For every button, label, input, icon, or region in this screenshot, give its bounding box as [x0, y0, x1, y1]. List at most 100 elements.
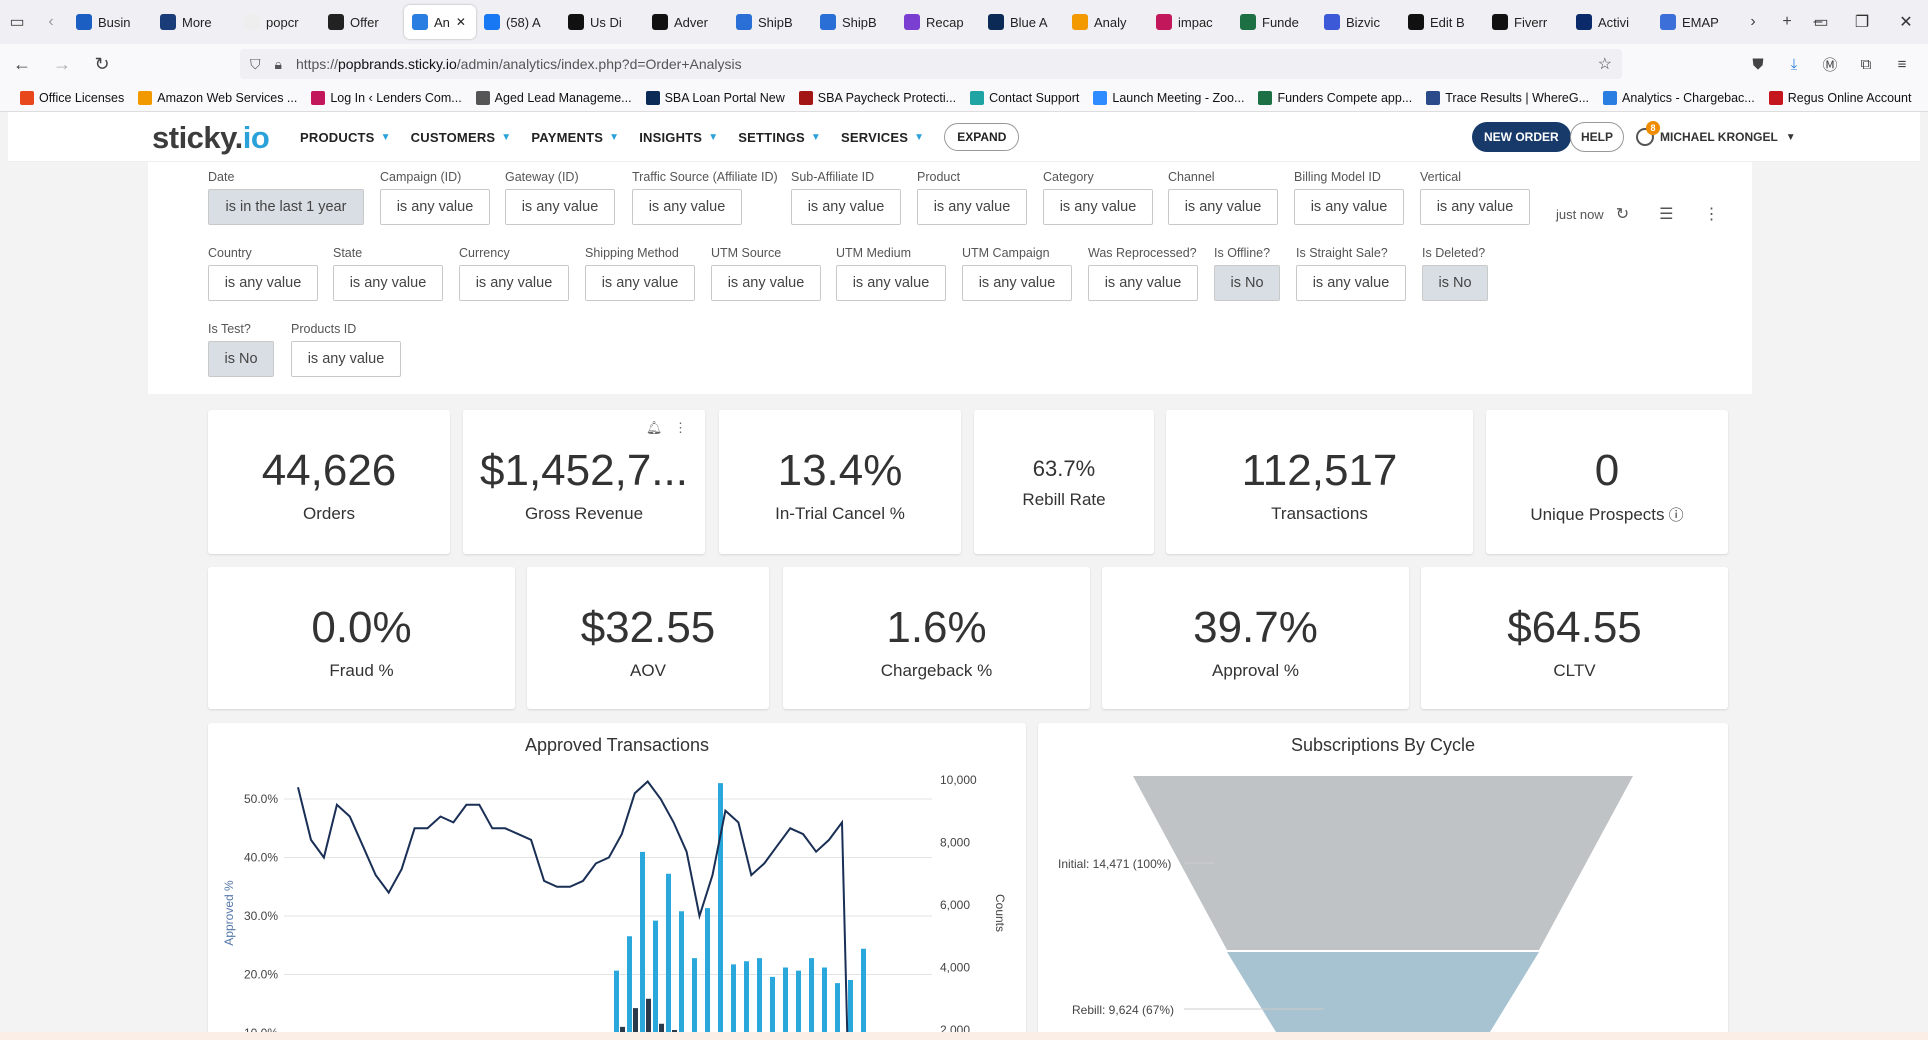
filter-value-button[interactable]: is any value [505, 189, 615, 225]
bookmark-item[interactable]: Aged Lead Manageme... [475, 90, 632, 105]
browser-tab[interactable]: Adver [644, 5, 728, 39]
filter-value-button[interactable]: is any value [711, 265, 821, 301]
filter-value-button[interactable]: is any value [380, 189, 490, 225]
browser-tab[interactable]: Busin [68, 5, 152, 39]
filter-value-button[interactable]: is any value [208, 265, 318, 301]
filter-value-button[interactable]: is any value [1420, 189, 1530, 225]
pocket-icon[interactable]: ⛊ [1752, 55, 1764, 73]
filter-value-button[interactable]: is any value [1296, 265, 1406, 301]
bookmark-item[interactable]: SBA Loan Portal New [645, 90, 785, 105]
help-button[interactable]: HELP [1570, 122, 1625, 152]
filter-value-button[interactable]: is any value [459, 265, 569, 301]
browser-tab[interactable]: Analy [1064, 5, 1148, 39]
browser-tab[interactable]: Funde [1232, 5, 1316, 39]
kpi-card-chargeback[interactable]: 1.6% Chargeback % [783, 567, 1090, 709]
menu-item-settings[interactable]: SETTINGS ▼ [738, 130, 821, 145]
filter-value-button[interactable]: is any value [632, 189, 742, 225]
kpi-card-unique-prospects[interactable]: 0 Unique Prospects ⓘ [1486, 410, 1728, 554]
bookmark-item[interactable]: SBA Paycheck Protecti... [798, 90, 956, 105]
kpi-card-cltv[interactable]: $64.55 CLTV [1421, 567, 1728, 709]
browser-tab[interactable]: Edit B [1400, 5, 1484, 39]
bookmark-item[interactable]: Office Licenses [20, 90, 124, 105]
kpi-card-in-trial-cancel[interactable]: 13.4% In-Trial Cancel % [719, 410, 961, 554]
forward-icon[interactable]: → [53, 53, 71, 74]
back-icon[interactable]: ← [13, 53, 31, 74]
account-icon[interactable]: Ⓜ [1822, 56, 1838, 74]
expand-button[interactable]: EXPAND [944, 123, 1020, 151]
menu-item-products[interactable]: PRODUCTS ▼ [300, 130, 391, 145]
browser-tab[interactable]: ShipB [812, 5, 896, 39]
menu-item-customers[interactable]: CUSTOMERS ▼ [411, 130, 512, 145]
browser-tab[interactable]: impac [1148, 5, 1232, 39]
kpi-card-fraud[interactable]: 0.0% Fraud % [208, 567, 515, 709]
menu-item-services[interactable]: SERVICES ▼ [841, 130, 924, 145]
kpi-card-approval[interactable]: 39.7% Approval % [1102, 567, 1409, 709]
more-options-icon[interactable]: ⋮ [1703, 206, 1720, 223]
kpi-card-aov[interactable]: $32.55 AOV [527, 567, 769, 709]
menu-icon[interactable]: ≡ [1897, 55, 1907, 73]
kpi-card-transactions[interactable]: 112,517 Transactions [1166, 410, 1473, 554]
scroll-tabs-left-icon[interactable]: ‹ [48, 13, 54, 30]
filter-value-button[interactable]: is any value [333, 265, 443, 301]
browser-tab[interactable]: Activi [1568, 5, 1652, 39]
new-order-button[interactable]: NEW ORDER [1472, 122, 1571, 152]
info-icon[interactable]: ⓘ [1664, 507, 1684, 524]
bookmark-item[interactable]: Amazon Web Services ... [138, 90, 297, 105]
filter-value-button[interactable]: is any value [1168, 189, 1278, 225]
filter-value-button[interactable]: is any value [791, 189, 901, 225]
refresh-icon[interactable]: ↻ [1615, 206, 1630, 223]
browser-tab[interactable]: ShipB [728, 5, 812, 39]
filter-value-button[interactable]: is any value [962, 265, 1072, 301]
scroll-tabs-right-icon[interactable]: › [1750, 13, 1756, 30]
tab-list-icon[interactable]: ▭ [1813, 14, 1829, 31]
filter-value-button[interactable]: is No [1214, 265, 1280, 301]
reload-icon[interactable]: ↻ [94, 53, 110, 74]
menu-item-insights[interactable]: INSIGHTS ▼ [639, 130, 718, 145]
kpi-card-orders[interactable]: 44,626 Orders [208, 410, 450, 554]
browser-tab[interactable]: An ✕ [404, 5, 476, 39]
funnel-segment-initial[interactable] [1133, 776, 1633, 950]
bookmark-item[interactable]: Regus Online Account [1768, 90, 1911, 105]
bookmark-item[interactable]: Log In ‹ Lenders Com... [311, 90, 462, 105]
filter-value-button[interactable]: is any value [836, 265, 946, 301]
shield-icon[interactable]: ⛉ [250, 55, 261, 72]
browser-tab[interactable]: More [152, 5, 236, 39]
browser-tab[interactable]: Offer [320, 5, 404, 39]
filter-value-button[interactable]: is any value [291, 341, 401, 377]
filter-value-button[interactable]: is any value [585, 265, 695, 301]
close-tab-icon[interactable]: ✕ [455, 15, 466, 29]
filter-value-button[interactable]: is any value [1043, 189, 1153, 225]
address-bar[interactable]: ⛉ 🔒︎ https://popbrands.sticky.io/admin/a… [240, 49, 1622, 79]
filter-value-button[interactable]: is No [208, 341, 274, 377]
sticky-logo[interactable]: sticky.io [152, 120, 270, 156]
more-options-icon[interactable]: ⋮ [670, 420, 687, 435]
downloads-icon[interactable]: ⤓ [1790, 55, 1798, 73]
bookmark-item[interactable]: Analytics - Chargebac... [1603, 90, 1755, 105]
extensions-icon[interactable]: ⧉ [1860, 55, 1872, 73]
close-window-icon[interactable]: ✕ [1899, 14, 1913, 31]
bookmark-item[interactable]: Launch Meeting - Zoo... [1093, 90, 1244, 105]
browser-tab[interactable]: Recap [896, 5, 980, 39]
funnel-segment-rebill[interactable] [1227, 952, 1539, 1040]
kpi-card-rebill-rate[interactable]: 63.7% Rebill Rate [974, 410, 1154, 554]
filter-value-button[interactable]: is any value [1294, 189, 1404, 225]
bookmark-item[interactable]: Contact Support [970, 90, 1079, 105]
new-tab-icon[interactable]: + [1782, 13, 1792, 30]
restore-icon[interactable]: ❐ [1854, 14, 1870, 31]
browser-tab[interactable]: popcr [236, 5, 320, 39]
browser-tab[interactable]: Blue A [980, 5, 1064, 39]
minimize-icon[interactable]: – [1813, 13, 1823, 30]
filter-value-button[interactable]: is any value [1088, 265, 1198, 301]
browser-tab[interactable]: Bizvic [1316, 5, 1400, 39]
bookmark-star-icon[interactable]: ☆ [1597, 56, 1612, 73]
user-menu[interactable]: 8 MICHAEL KRONGEL ▼ [1636, 112, 1796, 162]
browser-tab[interactable]: EMAP [1652, 5, 1736, 39]
browser-tab[interactable]: Us Di [560, 5, 644, 39]
browser-tab[interactable]: Fiverr [1484, 5, 1568, 39]
kpi-card-gross-revenue[interactable]: $1,452,7... Gross Revenue 🔔︎ ⋮ [463, 410, 705, 554]
menu-item-payments[interactable]: PAYMENTS ▼ [531, 130, 619, 145]
filter-value-button[interactable]: is in the last 1 year [208, 189, 364, 225]
filter-value-button[interactable]: is any value [917, 189, 1027, 225]
filter-icon[interactable]: ☰ [1659, 206, 1674, 223]
filter-value-button[interactable]: is No [1422, 265, 1488, 301]
